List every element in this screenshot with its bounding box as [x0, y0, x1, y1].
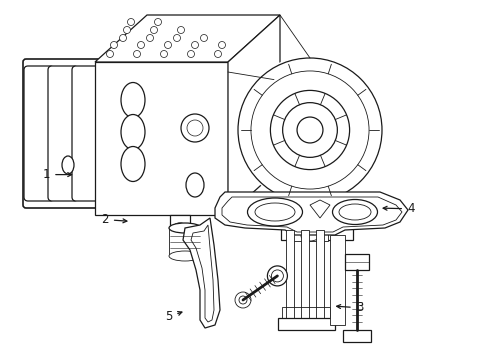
Circle shape	[267, 266, 287, 286]
Circle shape	[146, 35, 153, 41]
Text: 4: 4	[383, 202, 414, 215]
Polygon shape	[329, 235, 345, 325]
Ellipse shape	[254, 203, 294, 221]
Bar	[315, 230, 324, 325]
Ellipse shape	[121, 82, 145, 117]
Circle shape	[160, 50, 167, 58]
FancyBboxPatch shape	[48, 66, 78, 201]
Circle shape	[133, 50, 140, 58]
Circle shape	[218, 41, 225, 49]
Circle shape	[296, 117, 322, 143]
Text: 5: 5	[164, 310, 182, 323]
Ellipse shape	[173, 223, 186, 233]
Circle shape	[270, 90, 349, 170]
Circle shape	[186, 120, 203, 136]
Polygon shape	[278, 318, 334, 330]
Ellipse shape	[338, 204, 370, 220]
Polygon shape	[309, 200, 329, 218]
Polygon shape	[218, 210, 381, 240]
Polygon shape	[183, 218, 220, 328]
Ellipse shape	[121, 147, 145, 181]
Circle shape	[150, 27, 157, 33]
FancyBboxPatch shape	[72, 66, 102, 201]
Text: 1: 1	[42, 168, 71, 181]
Circle shape	[173, 35, 180, 41]
Polygon shape	[215, 192, 407, 235]
Polygon shape	[95, 62, 227, 215]
Circle shape	[123, 27, 130, 33]
Circle shape	[106, 50, 113, 58]
Ellipse shape	[62, 156, 74, 174]
Polygon shape	[291, 230, 327, 241]
Circle shape	[127, 18, 134, 26]
Circle shape	[110, 41, 117, 49]
Circle shape	[177, 27, 184, 33]
Circle shape	[214, 50, 221, 58]
Polygon shape	[345, 254, 368, 270]
Circle shape	[181, 114, 208, 142]
Circle shape	[282, 103, 337, 157]
Ellipse shape	[185, 173, 203, 197]
Ellipse shape	[121, 114, 145, 149]
FancyBboxPatch shape	[24, 66, 54, 201]
Text: 2: 2	[101, 213, 126, 226]
Circle shape	[200, 35, 207, 41]
Circle shape	[119, 35, 126, 41]
Circle shape	[154, 18, 161, 26]
Ellipse shape	[169, 251, 201, 261]
Bar	[285, 230, 293, 325]
Bar	[301, 230, 308, 325]
Polygon shape	[342, 330, 370, 342]
Ellipse shape	[301, 231, 318, 241]
Circle shape	[238, 58, 381, 202]
Circle shape	[236, 56, 383, 204]
Ellipse shape	[247, 198, 302, 226]
Circle shape	[164, 41, 171, 49]
Circle shape	[235, 292, 250, 308]
Ellipse shape	[332, 199, 377, 225]
Circle shape	[187, 50, 194, 58]
Polygon shape	[169, 228, 201, 256]
Circle shape	[137, 41, 144, 49]
Polygon shape	[227, 15, 280, 215]
Text: 3: 3	[336, 301, 363, 314]
Ellipse shape	[169, 223, 201, 233]
Circle shape	[191, 41, 198, 49]
Polygon shape	[170, 215, 190, 235]
Polygon shape	[95, 15, 280, 62]
